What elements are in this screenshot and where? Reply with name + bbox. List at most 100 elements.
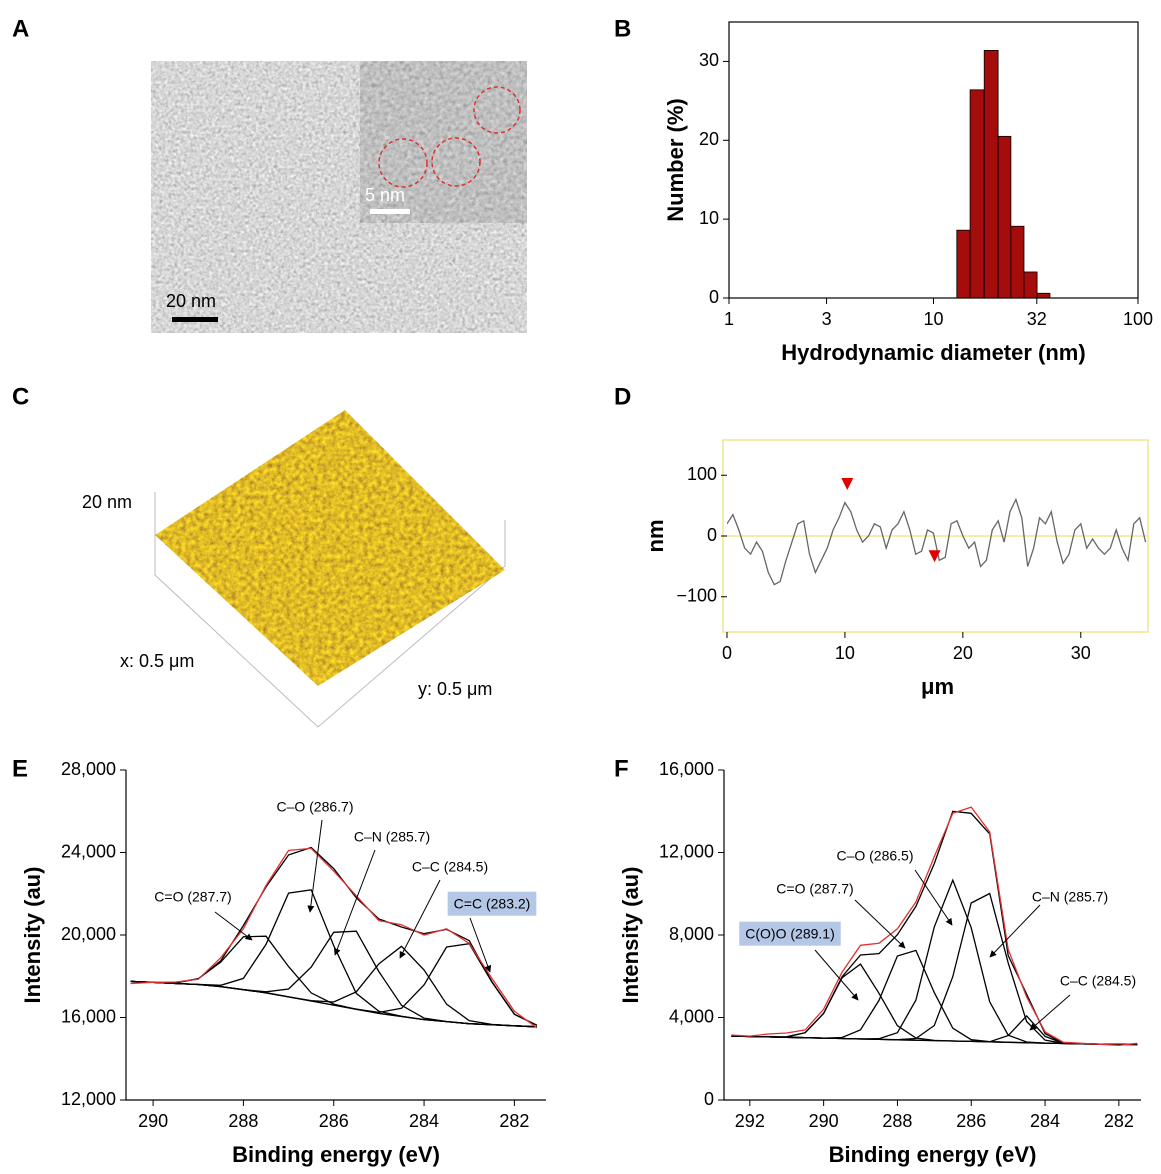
y-axis-title: Intensity (au) [20, 867, 45, 1004]
peak-label: C=O (287.7) [776, 881, 853, 897]
y-tick-label: 16,000 [61, 1006, 116, 1026]
x-tick-label: 290 [809, 1111, 839, 1131]
marker [928, 550, 941, 563]
peak-label: C(O)O (289.1) [745, 926, 834, 942]
bar [1023, 271, 1038, 298]
plot-area [956, 49, 1051, 298]
x-tick-label: 20 [953, 643, 973, 663]
peak-label-bg [739, 921, 841, 946]
particle-circle [431, 137, 481, 187]
series-line [130, 942, 538, 1026]
bar [997, 135, 1012, 298]
series-line [130, 847, 538, 1029]
bar [1036, 292, 1051, 298]
particle-circle [473, 86, 521, 134]
x-tick-label: 284 [409, 1111, 439, 1131]
peak-label: C–C (284.5) [412, 859, 488, 875]
panel-letter: E [12, 755, 28, 782]
x-tick-label: 282 [499, 1111, 529, 1131]
peak-arrow [854, 899, 906, 949]
plot-area [727, 497, 1147, 586]
scale-bar [172, 317, 218, 322]
peak-label: C–N (285.7) [354, 829, 430, 845]
peak-arrow [814, 949, 859, 1001]
x-tick-label: 100 [1123, 309, 1153, 329]
x-axis-title: Hydrodynamic diameter (nm) [781, 340, 1085, 365]
series-line [731, 949, 1138, 1046]
peak-arrow [469, 917, 492, 973]
plot-area [731, 806, 1138, 1046]
y-tick-label: −100 [676, 586, 717, 606]
x-tick-label: 286 [956, 1111, 986, 1131]
series-line [731, 892, 1138, 1046]
y-axis-title: nm [643, 520, 668, 553]
peak-arrow [333, 849, 376, 956]
x-tick-label: 10 [923, 309, 943, 329]
series-line [731, 806, 1138, 1046]
y-tick-label: 100 [687, 464, 717, 484]
y-tick-label: 30 [699, 50, 719, 70]
peak-label: C–N (285.7) [1032, 889, 1108, 905]
series-line [731, 810, 1138, 1046]
series-line [731, 1014, 1138, 1046]
scale-label: 20 nm [166, 291, 216, 311]
peak-arrow [914, 869, 953, 926]
y-tick-label: 16,000 [659, 759, 714, 779]
x-tick-label: 30 [1071, 643, 1091, 663]
y-tick-label: 0 [707, 525, 717, 545]
y-tick-label: 12,000 [659, 841, 714, 861]
x-axis-title: μm [921, 674, 954, 699]
y-label: y: 0.5 μm [418, 679, 492, 699]
y-tick-label: 20 [699, 129, 719, 149]
panel-letter: D [614, 383, 631, 410]
peak-label: C=C (283.2) [454, 896, 531, 912]
bar [956, 229, 971, 298]
peak-label: C–C (284.5) [1060, 973, 1136, 989]
peak-arrow [989, 904, 1041, 958]
y-tick-label: 0 [709, 287, 719, 307]
afm-image: 20 nm x: 0.5 μm y: 0.5 μm [82, 410, 506, 728]
x-tick-label: 286 [319, 1111, 349, 1131]
x-tick-label: 32 [1027, 309, 1047, 329]
y-tick-label: 4,000 [669, 1006, 714, 1026]
y-tick-label: 8,000 [669, 924, 714, 944]
x-tick-label: 1 [724, 309, 734, 329]
plot-area [130, 846, 538, 1029]
x-axis-title: Binding energy (eV) [829, 1142, 1037, 1167]
afm-surface [155, 410, 505, 686]
peak-arrow [214, 911, 253, 941]
peak-label: C=O (287.7) [154, 889, 231, 905]
bar [983, 49, 999, 298]
y-tick-label: 12,000 [61, 1089, 116, 1109]
particle-circle [378, 138, 428, 188]
panel-letter: B [614, 15, 631, 42]
peak-arrow [1029, 994, 1071, 1031]
x-label: x: 0.5 μm [120, 651, 194, 671]
x-tick-label: 290 [138, 1111, 168, 1131]
x-tick-label: 284 [1030, 1111, 1060, 1131]
bar [969, 89, 985, 298]
bar [1010, 225, 1025, 298]
y-tick-label: 10 [699, 208, 719, 228]
panel-letter: C [12, 383, 29, 410]
x-tick-label: 0 [722, 643, 732, 663]
axis-line [125, 770, 546, 1101]
x-tick-label: 292 [735, 1111, 765, 1131]
z-label: 20 nm [82, 492, 132, 512]
marker [841, 478, 854, 490]
afm-frame [154, 492, 506, 728]
peak-label: C–O (286.5) [836, 848, 913, 864]
x-tick-label: 288 [228, 1111, 258, 1131]
panel-letter: F [614, 755, 629, 782]
y-tick-label: 0 [704, 1089, 714, 1109]
x-tick-label: 10 [835, 643, 855, 663]
scale-label: 5 nm [365, 185, 405, 205]
series-line [731, 878, 1138, 1046]
series-line [727, 497, 1147, 586]
peak-label: C–O (286.7) [276, 799, 353, 815]
series-line [130, 935, 538, 1028]
y-axis-title: Number (%) [663, 98, 688, 221]
scale-bar [370, 209, 410, 214]
y-tick-label: 24,000 [61, 841, 116, 861]
